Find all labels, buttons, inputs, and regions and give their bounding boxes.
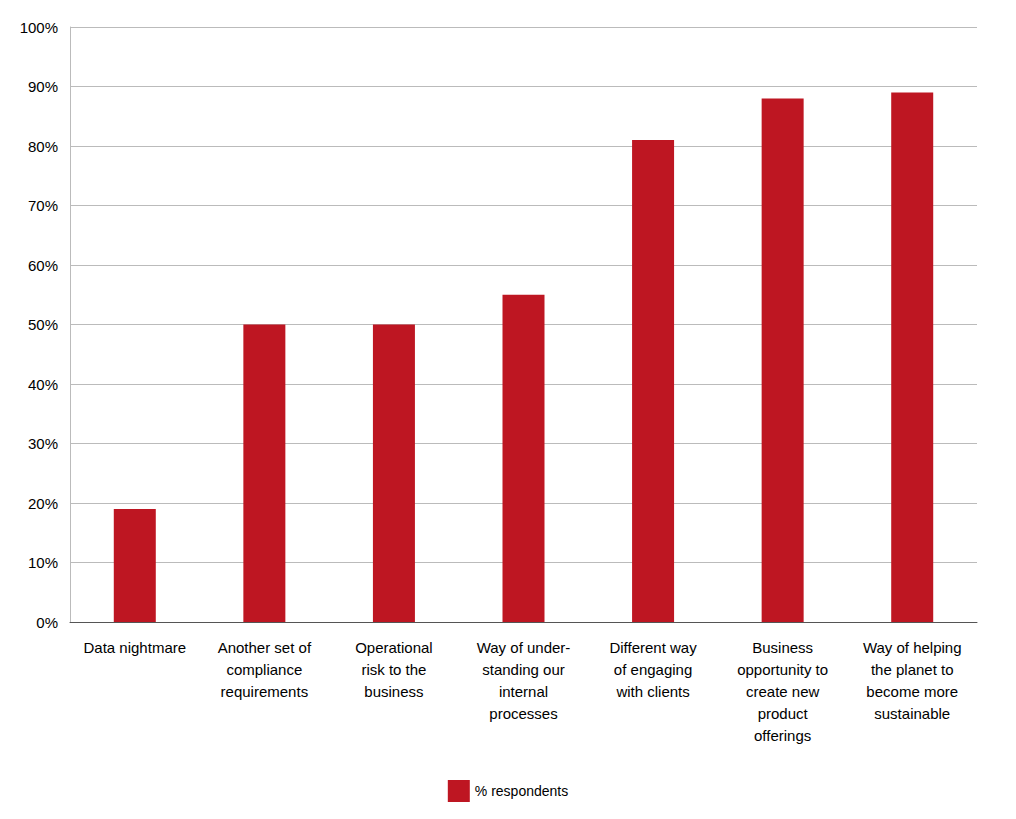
svg-text:80%: 80% <box>28 138 58 155</box>
svg-text:business: business <box>364 683 423 700</box>
svg-text:internal: internal <box>499 683 548 700</box>
svg-text:0%: 0% <box>36 614 58 631</box>
svg-text:90%: 90% <box>28 78 58 95</box>
svg-text:20%: 20% <box>28 495 58 512</box>
svg-text:Data nightmare: Data nightmare <box>84 639 187 656</box>
svg-text:Operational: Operational <box>355 639 433 656</box>
svg-text:opportunity to: opportunity to <box>737 661 828 678</box>
svg-text:Way of helping: Way of helping <box>863 639 962 656</box>
svg-text:100%: 100% <box>20 19 58 36</box>
svg-text:60%: 60% <box>28 257 58 274</box>
svg-text:of engaging: of engaging <box>614 661 692 678</box>
svg-text:30%: 30% <box>28 435 58 452</box>
svg-text:40%: 40% <box>28 376 58 393</box>
svg-text:create new: create new <box>746 683 820 700</box>
svg-text:70%: 70% <box>28 197 58 214</box>
svg-text:10%: 10% <box>28 554 58 571</box>
svg-text:Business: Business <box>752 639 813 656</box>
svg-text:the planet to: the planet to <box>871 661 954 678</box>
svg-text:50%: 50% <box>28 316 58 333</box>
svg-text:Way of under-: Way of under- <box>477 639 571 656</box>
svg-text:% respondents: % respondents <box>475 783 568 799</box>
svg-text:Another set of: Another set of <box>218 639 312 656</box>
svg-text:Different way: Different way <box>609 639 697 656</box>
svg-text:with clients: with clients <box>615 683 689 700</box>
svg-text:compliance: compliance <box>226 661 302 678</box>
svg-text:sustainable: sustainable <box>874 705 950 722</box>
svg-text:product: product <box>758 705 809 722</box>
svg-text:requirements: requirements <box>221 683 309 700</box>
svg-text:processes: processes <box>489 705 557 722</box>
svg-text:become more: become more <box>866 683 958 700</box>
svg-text:offerings: offerings <box>754 727 811 744</box>
svg-text:standing our: standing our <box>482 661 565 678</box>
svg-text:risk to the: risk to the <box>361 661 426 678</box>
